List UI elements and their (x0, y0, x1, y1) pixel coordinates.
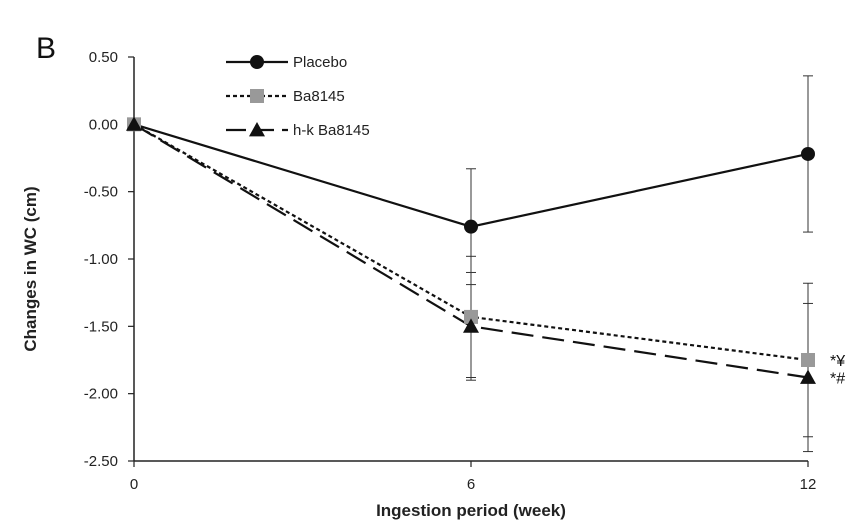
x-axis-title: Ingestion period (week) (376, 501, 566, 520)
data-point-h-k-ba8145 (463, 318, 479, 333)
panel-label: B (36, 32, 56, 65)
y-tick-label: 0.50 (89, 49, 118, 66)
data-point-ba8145 (801, 353, 815, 367)
x-tick-label: 6 (467, 476, 475, 493)
plot-area: 0.50 0.00 -0.50 -1.00 -1.50 -2.00 -2.50 0 6 12 *¥*… (84, 49, 845, 493)
legend-marker-h-k-ba8145 (249, 122, 265, 137)
significance-annotation: *# (830, 371, 845, 388)
y-tick-label: -0.50 (84, 184, 118, 201)
y-tick-label: -1.50 (84, 318, 118, 335)
data-point-ba8145 (464, 309, 478, 324)
legend-marker-placebo (250, 55, 264, 69)
legend-label-ba8145: Ba8145 (293, 88, 345, 105)
data-point-h-k-ba8145 (800, 369, 816, 384)
data-point-placebo (801, 146, 815, 161)
legend-marker-ba8145 (250, 89, 264, 103)
y-axis-title: Changes in WC (cm) (21, 186, 40, 351)
data-point-placebo (464, 219, 478, 234)
legend: Placebo Ba8145 h-k Ba8145 (226, 54, 370, 139)
data-point-h-k-ba8145 (126, 116, 142, 131)
x-tick-label: 12 (800, 476, 817, 493)
x-tick-label: 0 (130, 476, 138, 493)
y-tick-label: -2.50 (84, 453, 118, 470)
legend-label-h-k-ba8145: h-k Ba8145 (293, 122, 370, 139)
significance-annotation: *¥ (830, 353, 845, 370)
y-tick-label: 0.00 (89, 116, 118, 133)
legend-label-placebo: Placebo (293, 54, 347, 71)
y-tick-label: -2.00 (84, 386, 118, 403)
y-tick-label: -1.00 (84, 251, 118, 268)
